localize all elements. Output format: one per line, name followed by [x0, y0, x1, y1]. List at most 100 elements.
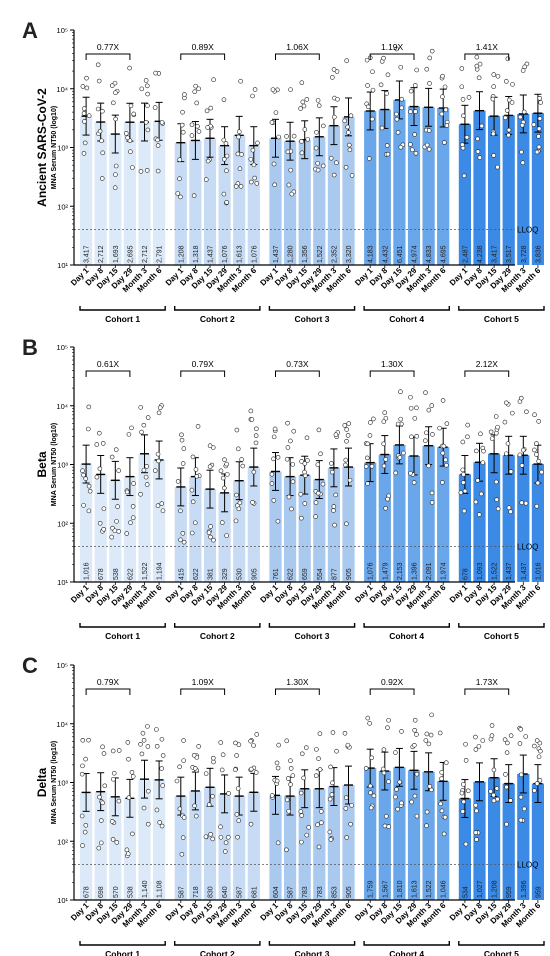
data-point: [494, 786, 500, 791]
bar: [203, 138, 217, 265]
data-point: [398, 389, 403, 395]
data-point: [193, 813, 199, 819]
bar-value-label: 1,356: [302, 245, 309, 263]
data-point: [139, 86, 145, 92]
data-point: [315, 98, 321, 103]
data-point: [305, 458, 310, 463]
y-tick-label: 10³: [57, 779, 68, 788]
fold-change-bracket: [275, 53, 320, 60]
bar-value-label: 853: [331, 886, 338, 898]
data-point: [112, 528, 118, 534]
bar: [422, 771, 435, 900]
cohort-label: Cohort 4: [389, 314, 424, 324]
data-point: [536, 126, 542, 131]
data-point: [408, 394, 413, 400]
y-axis-label: Delta: [35, 768, 49, 798]
cohort-bracket: [268, 623, 356, 628]
bar: [247, 467, 260, 582]
data-point: [180, 129, 186, 135]
data-point: [179, 432, 184, 438]
bar: [407, 455, 421, 582]
data-point: [347, 147, 353, 153]
bar: [269, 795, 282, 900]
data-point: [439, 770, 444, 775]
data-point: [190, 454, 196, 460]
fold-change-label: 1.30X: [286, 677, 309, 687]
bar-value-label: 659: [302, 568, 309, 580]
bar: [517, 113, 530, 266]
cohort-label: Cohort 2: [200, 949, 235, 956]
data-point: [344, 427, 349, 432]
data-point: [532, 447, 537, 453]
bar: [531, 783, 544, 900]
bar: [284, 141, 297, 265]
data-point: [222, 849, 228, 854]
bar-value-label: 1,522: [426, 880, 433, 898]
bar: [422, 445, 435, 582]
data-point: [234, 492, 239, 498]
data-point: [141, 422, 147, 428]
y-tick-label: 10⁴: [56, 720, 68, 729]
bar-value-label: 2,153: [397, 562, 404, 580]
bar-value-label: 2,791: [157, 245, 164, 263]
data-point: [224, 461, 229, 467]
data-point: [221, 137, 227, 143]
data-point: [126, 795, 132, 800]
lloq-label: LLOQ: [517, 861, 538, 870]
data-point: [343, 806, 349, 811]
data-point: [221, 156, 227, 162]
data-point: [426, 146, 432, 152]
data-point: [442, 140, 447, 145]
y-axis-sublabel: MNA Serum NT50 (log10): [51, 423, 58, 506]
data-point: [237, 500, 243, 506]
data-point: [238, 184, 244, 189]
data-point: [344, 438, 349, 444]
bar-value-label: 1,108: [157, 880, 164, 898]
data-point: [139, 751, 145, 757]
data-point: [463, 841, 469, 847]
data-point: [192, 803, 197, 809]
data-point: [272, 182, 277, 188]
data-point: [379, 125, 385, 131]
data-point: [97, 520, 103, 526]
bar-value-label: 2,695: [127, 245, 134, 263]
data-point: [315, 462, 321, 467]
bar: [218, 793, 231, 900]
data-point: [211, 77, 216, 83]
data-point: [461, 508, 467, 514]
data-point: [386, 717, 391, 723]
data-point: [98, 840, 104, 846]
data-point: [412, 416, 418, 421]
data-point: [346, 142, 352, 148]
bar: [458, 474, 471, 582]
data-point: [316, 427, 322, 433]
fold-change-bracket: [180, 688, 226, 695]
data-point: [236, 818, 242, 823]
cohort-label: Cohort 4: [389, 631, 424, 641]
data-point: [327, 829, 333, 835]
data-point: [508, 469, 514, 474]
data-point: [114, 840, 120, 845]
data-point: [461, 782, 466, 787]
data-point: [207, 443, 213, 449]
data-point: [523, 734, 529, 739]
bar-value-label: 640: [222, 886, 229, 898]
data-point: [274, 760, 280, 766]
data-point: [81, 472, 86, 478]
data-point: [253, 433, 259, 438]
bar-value-label: 1,567: [382, 880, 389, 898]
data-point: [522, 806, 527, 812]
data-point: [130, 165, 135, 170]
fold-change-label: 1.06X: [286, 42, 309, 52]
data-point: [192, 89, 198, 95]
cohort-bracket: [79, 623, 166, 628]
bar: [123, 476, 136, 582]
data-point: [462, 488, 468, 494]
bar-value-label: 1,280: [288, 245, 295, 263]
data-point: [424, 731, 430, 737]
panel-letter-B: B: [22, 335, 38, 360]
bar-value-label: 877: [331, 568, 338, 580]
data-point: [207, 464, 213, 469]
data-point: [288, 758, 293, 764]
data-point: [94, 442, 100, 447]
